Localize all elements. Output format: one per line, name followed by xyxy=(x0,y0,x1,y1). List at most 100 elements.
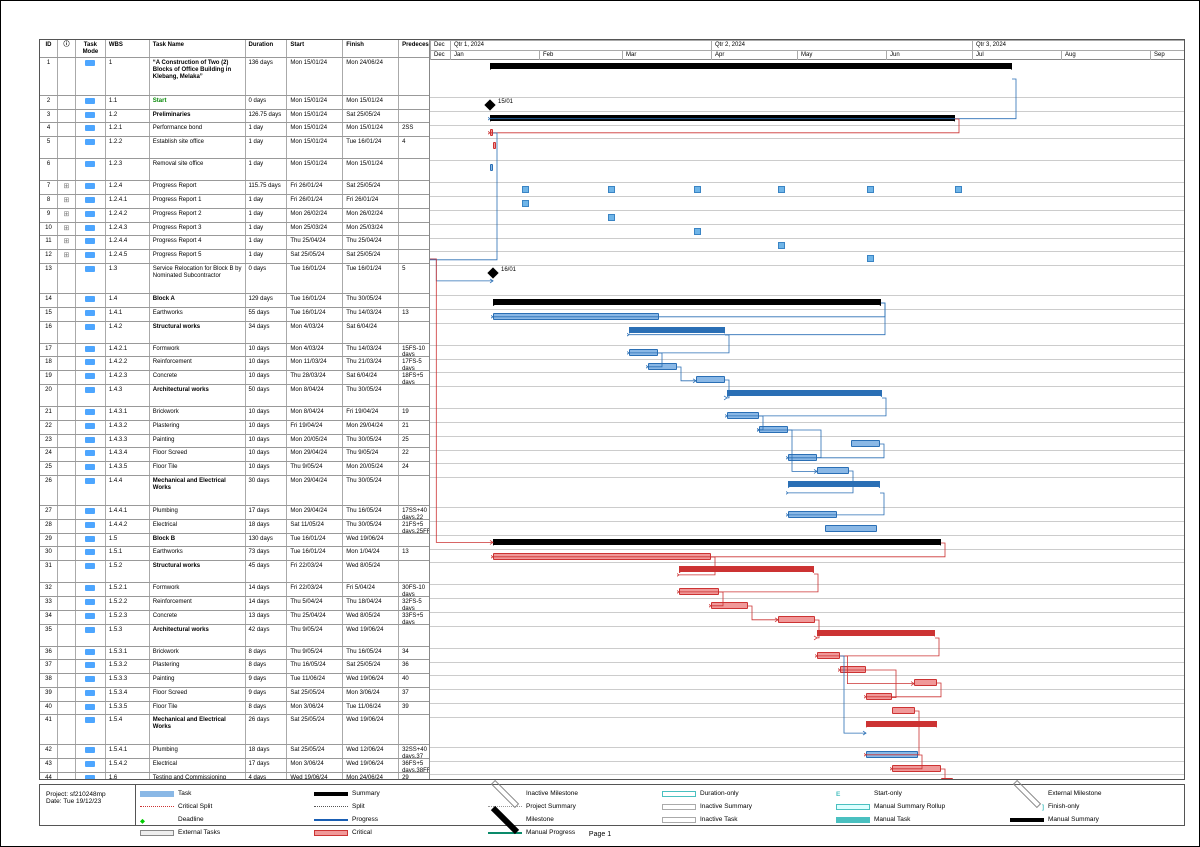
gantt-row xyxy=(430,508,1184,522)
cell-wbs: 1.4.2.1 xyxy=(106,344,150,357)
cell-pred xyxy=(399,195,429,208)
auto-schedule-icon xyxy=(85,775,95,780)
cell-start: Tue 16/01/24 xyxy=(287,547,343,560)
cell-task-name: Performance bond xyxy=(150,123,246,136)
summary-bar xyxy=(629,327,725,335)
cell-duration: 10 days xyxy=(246,435,288,448)
table-row[interactable]: 321.5.2.1Formwork14 daysFri 22/03/24Fri … xyxy=(40,583,429,597)
cell-start: Fri 22/03/24 xyxy=(287,561,343,582)
cell-start: Mon 29/04/24 xyxy=(287,476,343,505)
cell-mode xyxy=(76,159,106,180)
table-row[interactable]: 241.4.3.4Floor Screed10 daysMon 29/04/24… xyxy=(40,448,429,462)
table-row[interactable]: 131.3Service Relocation for Block B by N… xyxy=(40,264,429,294)
gantt-row xyxy=(430,775,1184,779)
cell-indicator xyxy=(58,308,76,321)
progress-report-marker xyxy=(867,186,874,193)
table-row[interactable]: 381.5.3.3Painting9 daysTue 11/06/24Wed 1… xyxy=(40,674,429,688)
cell-wbs: 1.2.4.3 xyxy=(106,223,150,236)
cell-finish: Mon 24/06/24 xyxy=(343,58,399,95)
table-row[interactable]: 121.2.4.5Progress Report 51 daySat 25/05… xyxy=(40,250,429,264)
cell-task-name: Preliminaries xyxy=(150,110,246,123)
table-row[interactable]: 281.4.4.2Electrical18 daysSat 11/05/24Th… xyxy=(40,520,429,534)
table-row[interactable]: 221.4.3.2Plastering10 daysFri 19/04/24Mo… xyxy=(40,421,429,435)
cell-start: Sat 11/05/24 xyxy=(287,520,343,533)
table-row[interactable]: 411.5.4Mechanical and Electrical Works26… xyxy=(40,715,429,745)
table-row[interactable]: 441.6Testing and Commissioning4 daysWed … xyxy=(40,773,429,780)
cell-duration: 42 days xyxy=(246,625,288,646)
table-row[interactable]: 351.5.3Architectural works42 daysThu 9/0… xyxy=(40,625,429,647)
table-row[interactable]: 301.5.1Earthworks73 daysTue 16/01/24Mon … xyxy=(40,547,429,561)
table-row[interactable]: 251.4.3.5Floor Tile10 daysThu 9/05/24Mon… xyxy=(40,462,429,476)
cell-id: 7 xyxy=(40,181,58,194)
task-bar xyxy=(759,426,788,433)
cell-task-name: Architectural works xyxy=(150,385,246,406)
table-row[interactable]: 271.4.4.1Plumbing17 daysMon 29/04/24Thu … xyxy=(40,506,429,520)
auto-schedule-icon xyxy=(85,112,95,118)
cell-duration: 10 days xyxy=(246,371,288,384)
table-row[interactable]: 331.5.2.2Reinforcement14 daysThu 5/04/24… xyxy=(40,597,429,611)
task-bar xyxy=(866,751,918,758)
legend-item: External Milestone xyxy=(1010,787,1180,800)
cell-duration: 26 days xyxy=(246,715,288,744)
table-row[interactable]: 371.5.3.2Plastering8 daysThu 16/05/24Sat… xyxy=(40,660,429,674)
table-row[interactable]: 201.4.3Architectural works50 daysMon 8/0… xyxy=(40,385,429,407)
gantt-row xyxy=(430,112,1184,126)
cell-duration: 55 days xyxy=(246,308,288,321)
table-row[interactable]: 51.2.2Establish site office1 dayMon 15/0… xyxy=(40,137,429,159)
table-row[interactable]: 401.5.3.5Floor Tile8 daysMon 3/06/24Tue … xyxy=(40,702,429,716)
table-row[interactable]: 231.4.3.3Painting10 daysMon 20/05/24Thu … xyxy=(40,435,429,449)
table-row[interactable]: 181.4.2.2Reinforcement10 daysMon 11/03/2… xyxy=(40,357,429,371)
table-row[interactable]: 141.4Block A129 daysTue 16/01/24Thu 30/0… xyxy=(40,294,429,308)
table-row[interactable]: 291.5Block B130 daysTue 16/01/24Wed 19/0… xyxy=(40,534,429,548)
legend-label: Manual Task xyxy=(874,816,910,823)
cell-finish: Mon 1/04/24 xyxy=(343,547,399,560)
cell-mode xyxy=(76,476,106,505)
cell-finish: Mon 26/02/24 xyxy=(343,209,399,222)
table-row[interactable]: 391.5.3.4Floor Screed9 daysSat 25/05/24M… xyxy=(40,688,429,702)
cell-finish: Mon 15/01/24 xyxy=(343,159,399,180)
cell-wbs: 1.2.4.4 xyxy=(106,236,150,249)
auto-schedule-icon xyxy=(85,563,95,569)
table-row[interactable]: 111.2.4.4Progress Report 41 dayThu 25/04… xyxy=(40,236,429,250)
table-row[interactable]: 431.5.4.2Electrical17 daysMon 3/06/24Wed… xyxy=(40,759,429,773)
table-row[interactable]: 261.4.4Mechanical and Electrical Works30… xyxy=(40,476,429,506)
cell-indicator xyxy=(58,294,76,307)
cell-pred xyxy=(399,385,429,406)
table-row[interactable]: 81.2.4.1Progress Report 11 dayFri 26/01/… xyxy=(40,195,429,209)
cell-pred: 17FS-5 days xyxy=(399,357,429,370)
cell-start: Mon 15/01/24 xyxy=(287,110,343,123)
table-row[interactable]: 211.4.3.1Brickwork10 daysMon 8/04/24Fri … xyxy=(40,407,429,421)
table-row[interactable]: 71.2.4Progress Report115.75 daysFri 26/0… xyxy=(40,181,429,195)
legend-swatch xyxy=(836,817,870,823)
table-row[interactable]: 421.5.4.1Plumbing18 daysSat 25/05/24Wed … xyxy=(40,745,429,759)
cell-finish: Mon 15/01/24 xyxy=(343,123,399,136)
auto-schedule-icon xyxy=(85,747,95,753)
table-row[interactable]: 161.4.2Structural works34 daysMon 4/03/2… xyxy=(40,322,429,344)
table-row[interactable]: 341.5.2.3Concrete13 daysThu 25/04/24Wed … xyxy=(40,611,429,625)
col-id: ID xyxy=(40,40,58,57)
cell-pred xyxy=(399,534,429,547)
gantt-row xyxy=(430,478,1184,508)
table-row[interactable]: 361.5.3.1Brickwork8 daysThu 9/05/24Thu 1… xyxy=(40,647,429,661)
cell-duration: 18 days xyxy=(246,520,288,533)
cell-pred xyxy=(399,159,429,180)
cell-pred: 18FS+5 days xyxy=(399,371,429,384)
cell-finish: Wed 19/06/24 xyxy=(343,674,399,687)
table-row[interactable]: 191.4.2.3Concrete10 daysThu 28/03/24Sat … xyxy=(40,371,429,385)
table-row[interactable]: 91.2.4.2Progress Report 21 dayMon 26/02/… xyxy=(40,209,429,223)
table-row[interactable]: 61.2.3Removal site office1 dayMon 15/01/… xyxy=(40,159,429,181)
table-row[interactable]: 31.2Preliminaries126.75 daysMon 15/01/24… xyxy=(40,110,429,124)
cell-id: 38 xyxy=(40,674,58,687)
legend-label: Finish-only xyxy=(1048,803,1079,810)
table-row[interactable]: 151.4.1Earthworks55 daysTue 16/01/24Thu … xyxy=(40,308,429,322)
legend-swatch xyxy=(662,817,696,823)
table-row[interactable]: 311.5.2Structural works45 daysFri 22/03/… xyxy=(40,561,429,583)
table-row[interactable]: 21.1Start0 daysMon 15/01/24Mon 15/01/24 xyxy=(40,96,429,110)
table-row[interactable]: 101.2.4.3Progress Report 31 dayMon 25/03… xyxy=(40,223,429,237)
table-row[interactable]: 41.2.1Performance bond1 dayMon 15/01/24M… xyxy=(40,123,429,137)
cell-id: 32 xyxy=(40,583,58,596)
cell-task-name: Formwork xyxy=(150,583,246,596)
table-row[interactable]: 171.4.2.1Formwork10 daysMon 4/03/24Thu 1… xyxy=(40,344,429,358)
table-row[interactable]: 11“A Construction of Two (2) Blocks of O… xyxy=(40,58,429,96)
gantt-row xyxy=(430,563,1184,585)
